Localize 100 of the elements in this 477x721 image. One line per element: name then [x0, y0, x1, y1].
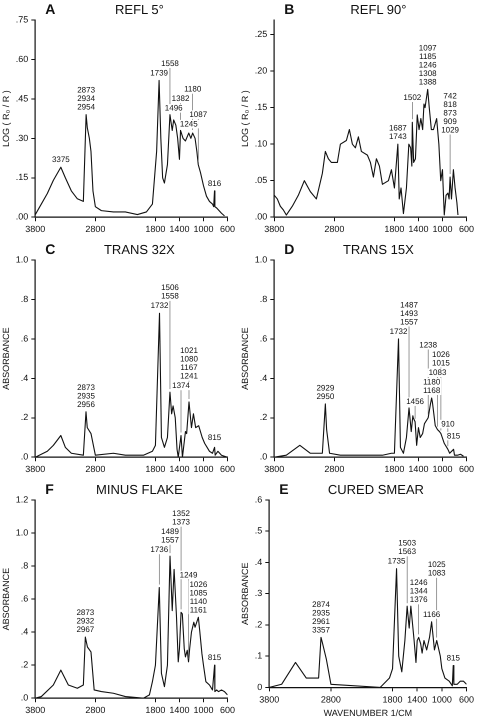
chart-subtitle: A [45, 0, 56, 17]
annotation: 1489 1557 [161, 527, 180, 545]
annotation: 1246 1344 1376 [410, 578, 428, 604]
chart-title: TRANS 15X [342, 242, 414, 258]
y-tick-label: .60 [16, 54, 28, 64]
x-tick-label: 600 [220, 705, 236, 716]
x-tick-label: 3800 [259, 694, 280, 704]
y-tick-label: .05 [254, 175, 268, 186]
annotation: 1097 1185 1246 1308 1388 [418, 43, 438, 86]
y-tick-label: .45 [16, 93, 28, 104]
annotation: 1374 [172, 381, 190, 390]
x-tick-label: 1400 [169, 224, 190, 234]
chart-subtitle: B [284, 0, 294, 17]
x-tick-label: 1400 [169, 464, 190, 474]
x-tick-label: 3800 [25, 705, 46, 716]
chart-title: REFL 5° [115, 2, 164, 18]
annotation: 1180 [184, 84, 202, 94]
y-tick-label: .00 [254, 212, 268, 222]
y-tick-label: .4 [260, 372, 268, 383]
annotation: 1166 [423, 610, 441, 619]
x-tick-label: 600 [458, 464, 474, 474]
annotation: 1238 [419, 340, 438, 350]
x-tick-label: 3800 [264, 224, 284, 234]
annotation: 1732 [150, 301, 169, 310]
y-tick-label: .8 [260, 294, 268, 304]
chart-title: MINUS FLAKE [96, 482, 184, 498]
chart-subtitle: C [45, 240, 56, 257]
chart-subtitle: F [45, 480, 54, 497]
y-tick-label: .00 [16, 212, 28, 222]
x-tick-label: 1000 [193, 224, 214, 234]
annotation: 1732 [390, 326, 408, 336]
annotation: 1025 1083 [428, 560, 446, 578]
x-tick-label: 600 [220, 464, 236, 474]
x-tick-label: 1400 [169, 705, 190, 716]
chart-title: CURED SMEAR [328, 482, 424, 498]
annotation: 2873 2932 2967 [76, 608, 95, 634]
annotation: 1456 [406, 396, 425, 406]
annotation: 1736 [150, 545, 169, 554]
y-tick-label: .2 [254, 619, 262, 630]
y-tick-label: 0 [257, 682, 262, 692]
annotation: 742 818 873 909 1029 [441, 91, 460, 134]
y-tick-label: 1.0 [254, 254, 268, 264]
chart-subtitle: E [279, 480, 289, 497]
y-tick-label: .10 [254, 138, 268, 149]
annotation: 1496 [164, 104, 184, 113]
annotation: 815 [208, 653, 222, 662]
y-tick-label: .6 [254, 494, 262, 504]
y-tick-label: .6 [20, 594, 28, 604]
annotation: 1352 1373 [172, 509, 191, 527]
x-tick-label: 2800 [85, 224, 106, 234]
y-tick-label: .0 [260, 452, 268, 462]
annotation: 815 [446, 431, 461, 440]
y-tick-label: .3 [254, 588, 262, 598]
y-tick-label: .25 [254, 29, 268, 40]
annotation: 1687 1743 [388, 124, 408, 142]
y-tick-label: .2 [260, 412, 268, 422]
y-tick-label: 1.0 [16, 254, 28, 264]
chart-title: TRANS 32X [104, 242, 176, 258]
annotation: 1739 [150, 68, 169, 78]
x-tick-label: 1000 [432, 694, 452, 704]
y-tick-label: .20 [254, 66, 268, 76]
y-axis-title: LOG ( R₀ / R ) [0, 90, 11, 147]
annotation: 3375 [52, 155, 70, 164]
x-tick-label: 3800 [25, 224, 46, 234]
x-tick-label: 1800 [145, 224, 166, 234]
y-tick-label: .6 [260, 333, 268, 344]
annotation: 2873 2934 2954 [77, 86, 96, 112]
chart-subtitle: D [284, 240, 294, 257]
y-tick-label: .0 [20, 452, 28, 462]
annotation: 2873 2935 2956 [77, 382, 96, 409]
x-tick-label: 3800 [25, 464, 46, 474]
annotation: 1021 1080 1167 1241 [180, 346, 198, 381]
y-tick-label: .75 [16, 14, 28, 24]
y-axis-title: ABSORBANCE [0, 327, 11, 390]
x-tick-label: 1000 [193, 705, 214, 716]
x-tick-label: 2800 [324, 464, 344, 474]
x-tick-label: 1800 [384, 464, 404, 474]
annotation: 1245 [180, 119, 198, 128]
y-tick-label: .6 [20, 333, 28, 344]
y-tick-label: .30 [16, 132, 28, 143]
annotation: 1487 1493 1557 [400, 300, 418, 326]
y-axis-title: LOG ( R₀ / R ) [240, 90, 250, 147]
annotation: 1083 [428, 368, 447, 378]
y-tick-label: .5 [254, 526, 262, 536]
x-tick-label: 1000 [432, 224, 452, 234]
annotation: 1506 1558 [161, 283, 180, 301]
x-axis-title: WAVENUMBER 1/CM [324, 708, 412, 718]
annotation: 815 [208, 432, 222, 442]
chart-title: REFL 90° [350, 2, 406, 18]
x-tick-label: 1800 [384, 224, 404, 234]
y-tick-label: .4 [254, 556, 262, 567]
annotation: 816 [208, 178, 222, 188]
annotation: 1735 [388, 556, 406, 566]
y-tick-label: .15 [254, 102, 268, 112]
annotation: 1503 1563 [398, 538, 417, 556]
x-tick-label: 3800 [264, 464, 284, 474]
y-tick-label: .8 [20, 294, 28, 304]
y-axis-title: ABSORBANCE [240, 562, 250, 625]
x-tick-label: 1800 [145, 705, 166, 716]
x-tick-label: 1000 [193, 464, 214, 474]
